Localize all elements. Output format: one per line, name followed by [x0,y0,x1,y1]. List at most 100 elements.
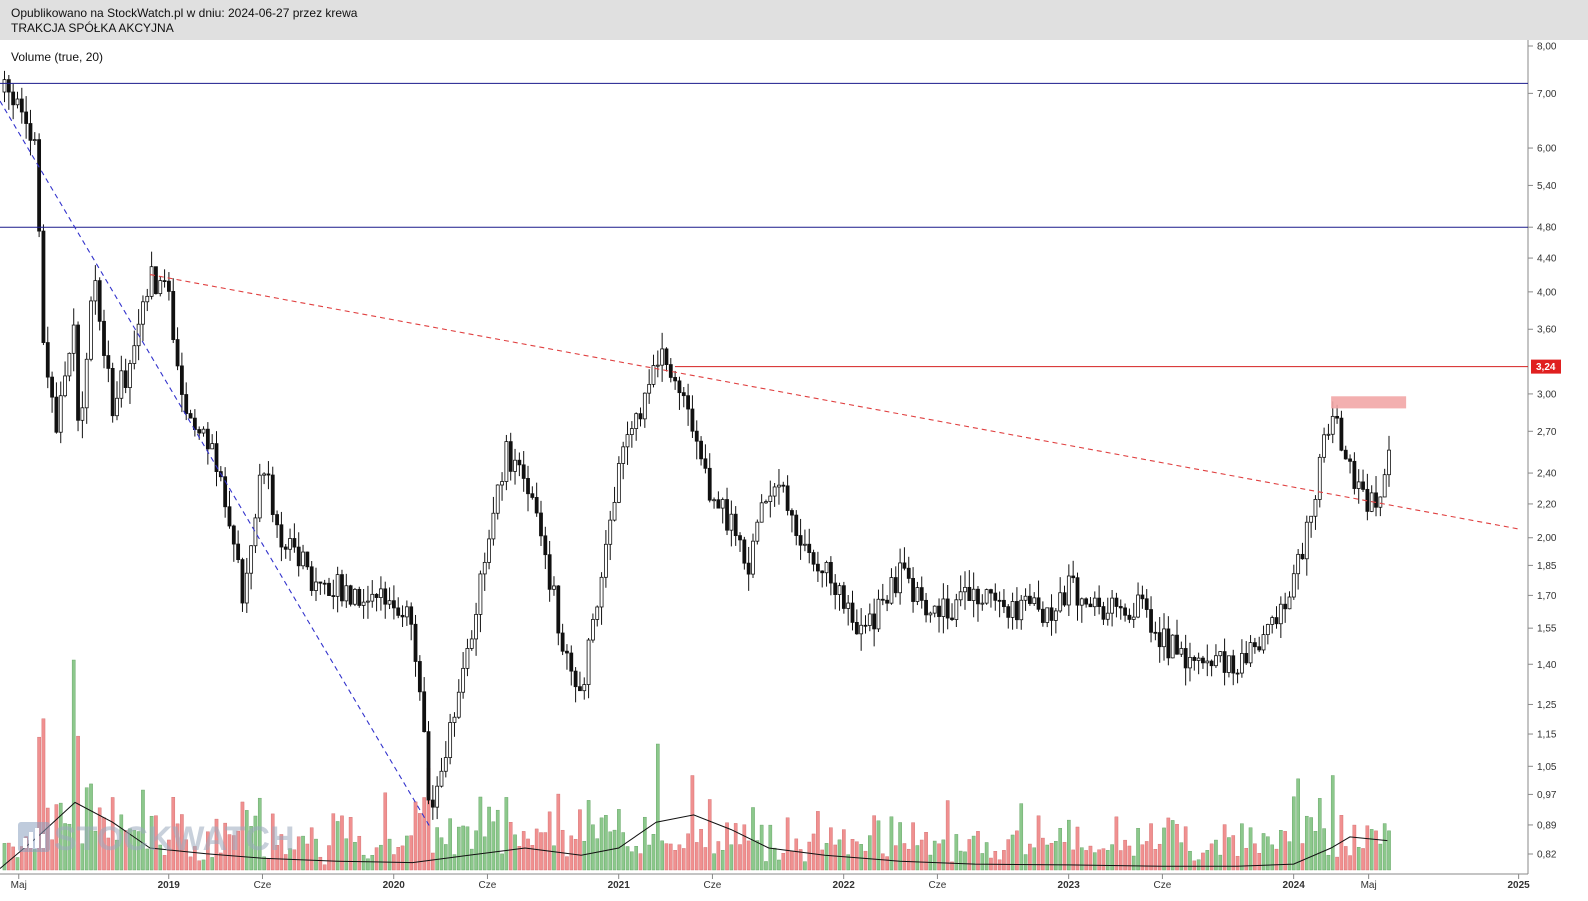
volume-bar [967,839,972,871]
volume-bar [924,832,928,871]
volume-bar [1201,852,1205,871]
volume-bar [210,857,214,871]
volume-bar [149,815,154,871]
volume-bar [383,792,388,871]
volume-bar [1266,836,1270,871]
volume-bar [1157,843,1162,871]
volume-bar [1369,829,1374,871]
candle-body [491,512,496,540]
chart-header: Opublikowano na StockWatch.pl w dniu: 20… [0,0,1588,40]
candle-body [1118,606,1123,609]
candle-body [296,546,301,567]
candle-body [586,639,591,685]
candle-body [638,413,643,420]
candle-body [833,582,838,595]
candle-body [162,280,167,282]
volume-bar [15,857,20,871]
candle-body [1261,634,1266,651]
candle-body [58,395,63,433]
volume-bar [850,839,855,871]
candle-body [1032,597,1037,604]
volume-bar [829,827,833,871]
candle-body [249,545,254,574]
candle-body [1066,575,1071,606]
candle-body [772,486,777,497]
candle-body [1088,603,1093,608]
volume-bar [915,845,920,871]
volume-bar [1240,823,1244,871]
candle-body [716,499,721,509]
volume-bar [859,844,863,871]
candle-body [539,512,543,537]
volume-bar [604,815,608,871]
volume-bar [1144,841,1149,871]
volume-bar [1105,850,1110,871]
volume-bar [1127,845,1132,871]
volume-bar [893,845,898,871]
candle-body [790,510,794,516]
candle-body [867,613,872,626]
candle-body [906,567,911,579]
candle-body [244,572,249,604]
volume-bar [612,829,617,871]
price-tick-label: 4,80 [1537,223,1557,234]
volume-bar [586,800,591,871]
volume-bar [370,855,375,871]
candle-body [846,602,851,609]
candle-body [621,446,626,464]
candle-body [547,554,552,590]
candle-body [1144,598,1149,610]
volume-bar [1067,819,1071,871]
volume-bar [517,846,522,871]
volume-layer [2,659,1391,871]
volume-bar [1136,828,1140,871]
price-tick-label: 6,00 [1537,144,1557,155]
watermark-text: STOCKWATCH [54,820,295,858]
candle-body [413,623,418,662]
candle-body [1309,515,1314,523]
candle-body [759,502,764,523]
candle-body [262,473,266,476]
candle-body [582,684,587,692]
candle-body [1170,634,1175,659]
candle-body [1157,632,1162,648]
candle-body [764,501,768,504]
downtrend-line-blue[interactable] [0,100,432,830]
candle-body [980,602,985,605]
price-chart[interactable]: 3,24 8,00 7,00 6,00 5,40 4,80 4,40 4,00 3,60 3,0… [0,40,1588,901]
price-tick-label: 1,40 [1537,660,1557,671]
volume-bar [643,816,647,871]
volume-bar [1019,803,1024,871]
candle-body [625,434,630,448]
candle-body [1387,449,1391,476]
volume-bar [712,853,716,871]
candle-body [54,396,59,433]
candle-body [932,605,937,614]
candle-body [32,139,37,142]
candle-body [396,607,401,616]
volume-bar [1270,844,1274,871]
price-tick-label: 2,00 [1537,533,1557,544]
volume-bar [145,848,150,871]
candle-body [1348,458,1352,462]
volume-bar [219,852,223,871]
candle-body [1244,652,1249,664]
candle-body [768,495,773,503]
downtrend-line-red[interactable] [149,274,1519,530]
time-tick-label: Maj [11,880,27,891]
candle-body [629,428,634,435]
price-tick-label: 7,00 [1537,89,1557,100]
volume-bar [1153,849,1158,871]
volume-bar [353,842,357,871]
candle-body [608,519,613,545]
candle-body [448,722,453,758]
candle-body [1248,642,1253,664]
candle-body [686,395,690,410]
candle-body [1166,628,1171,659]
candle-body [301,551,305,567]
candle-body [257,474,262,519]
candle-body [1075,577,1080,606]
resistance-zone[interactable] [1331,396,1407,409]
volume-bar [885,856,889,871]
candle-body [188,413,193,419]
